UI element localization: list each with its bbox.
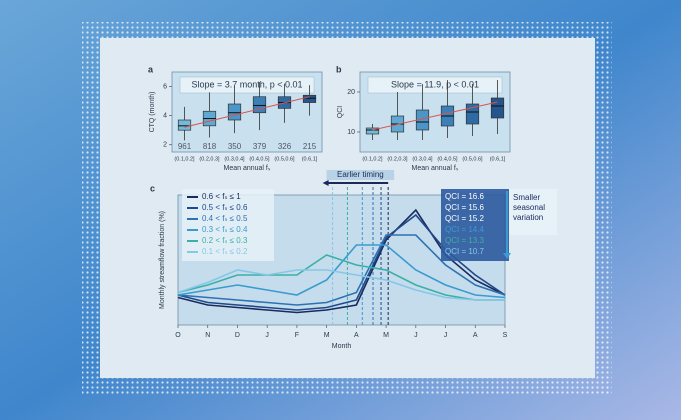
x-tick-label: (0.4,0.5] [437,156,458,162]
qci-box [441,189,509,261]
variation-box [509,189,557,235]
legend-label: 0.4 < fₛ ≤ 0.5 [202,214,248,223]
panel-letter: a [148,64,154,74]
legend-label: 0.5 < fₛ ≤ 0.6 [202,203,248,212]
x-tick-label: (0.3,0.4] [412,156,433,162]
x-tick-label: A [473,332,478,339]
x-axis-label: Mean annual fₛ [224,165,271,172]
x-tick-label: M [324,332,330,339]
x-tick-label: N [205,332,210,339]
count-label: 379 [253,142,267,151]
box [465,103,480,125]
variation-annotation: Smaller [513,193,540,202]
y-tick-label: 4 [163,112,167,119]
x-tick-label: (0.2,0.3] [199,156,220,162]
legend-label: 0.1 < fₛ ≤ 0.2 [202,247,248,256]
title-box [367,76,503,94]
x-tick-label: (0.5,0.6] [462,156,483,162]
panel-letter: c [150,183,155,193]
series-line [177,244,506,299]
y-tick-label: 20 [347,89,355,96]
qci-label: QCI = 16.6 [445,192,484,201]
legend-box [182,189,274,261]
panel-letter: b [336,64,342,74]
count-label: 961 [178,142,192,151]
x-tick-label: J [444,332,448,339]
x-tick-label: J [414,332,418,339]
x-tick-label: M [383,332,389,339]
series-line [177,269,505,301]
x-tick-label: (0.1,0.2] [174,156,195,162]
timing-label-box [326,170,395,180]
x-tick-label: O [175,332,181,339]
variation-annotation: variation [513,213,543,222]
x-tick-label: J [265,332,269,339]
panel-title: Slope = 3.7 month, p < 0.01 [191,79,302,89]
qci-label: QCI = 15.6 [445,203,484,212]
box [252,96,267,114]
qci-label: QCI = 13.3 [445,236,484,245]
x-axis-label: Mean annual fₛ [412,165,459,172]
box [365,127,380,135]
qci-label: QCI = 10.7 [445,247,484,256]
qci-label: QCI = 15.2 [445,214,484,223]
legend-label: 0.3 < fₛ ≤ 0.4 [202,225,248,234]
x-tick-label: (0.4,0.5] [249,156,270,162]
y-tick-label: 6 [163,83,167,90]
box [302,94,317,103]
title-box [179,76,315,94]
x-tick-label: (0.2,0.3] [387,156,408,162]
y-tick-label: 10 [347,129,355,136]
box [227,103,242,121]
y-axis-label: Monthly streamflow fraction (%) [159,211,166,309]
timing-arrowhead [322,180,329,186]
series-line [177,234,506,306]
x-tick-label: (0.6,1] [302,156,318,162]
x-tick-label: (0.3,0.4] [224,156,245,162]
box [490,97,505,119]
legend-label: 0.6 < fₛ ≤ 1 [202,192,241,201]
y-tick-label: 2 [163,142,167,149]
qci-label: QCI = 14.4 [445,225,484,234]
legend-label: 0.2 < fₛ ≤ 0.3 [202,236,248,245]
trend-line [372,101,498,131]
x-tick-label: D [235,332,240,339]
x-tick-label: S [503,332,508,339]
count-label: 350 [228,142,242,151]
box [177,119,192,131]
count-label: 215 [303,142,317,151]
y-axis-label: QCI [337,106,344,119]
count-label: 818 [203,142,217,151]
x-tick-label: (0.6,1] [490,156,506,162]
x-tick-label: (0.5,0.6] [274,156,295,162]
count-label: 326 [278,142,292,151]
series-line [177,254,505,301]
y-axis-label: CTQ (month) [149,92,156,133]
trend-line [184,96,310,128]
x-axis-label: Month [332,343,352,350]
panel-title: Slope = 11.9, p < 0.01 [391,79,479,89]
x-tick-label: F [295,332,299,339]
x-tick-label: (0.1,0.2] [362,156,383,162]
timing-annotation: Earlier timing [337,170,384,179]
variation-annotation: seasonal [513,203,545,212]
variation-arrowhead [503,253,511,259]
x-tick-label: A [354,332,359,339]
